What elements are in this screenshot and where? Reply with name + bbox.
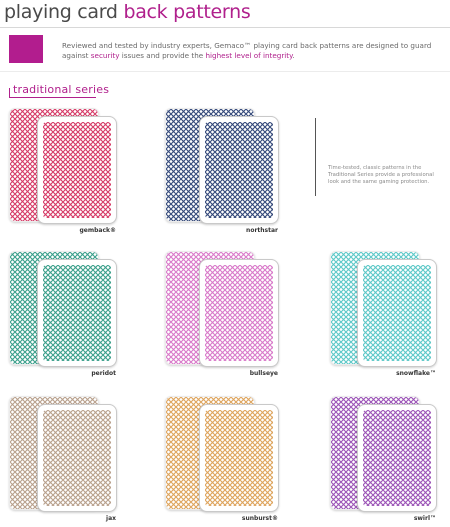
- intro-text-mid: issues and provide the: [121, 51, 204, 60]
- card-face-snowflake: [363, 265, 431, 361]
- intro-text-end: .: [292, 51, 295, 60]
- side-note: Time-tested, classic patterns in the Tra…: [328, 165, 434, 185]
- card-front-northstar: [199, 116, 279, 224]
- section-title: traditional series: [13, 83, 110, 96]
- card-pattern: [363, 265, 431, 361]
- card-label-northstar: northstar: [246, 227, 278, 234]
- card-face-northstar: [205, 122, 273, 218]
- card-label-bullseye: bullseye: [249, 370, 278, 377]
- section-bracket: [9, 88, 96, 98]
- card-face-bullseye: [205, 265, 273, 361]
- card-face-peridot: [43, 265, 111, 361]
- card-pattern: [205, 265, 273, 361]
- card-label-jax: jax: [106, 515, 116, 522]
- card-face-sunburst: [205, 410, 273, 506]
- card-pattern: [43, 410, 111, 506]
- header-divider: [0, 27, 450, 28]
- accent-swatch: [9, 35, 43, 63]
- intro-text-before: Reviewed and tested by industry experts,…: [62, 41, 432, 60]
- card-label-peridot: peridot: [91, 370, 116, 377]
- page-title: playing card back patterns: [4, 0, 251, 24]
- title-part-2: back patterns: [123, 1, 251, 23]
- card-face-swirl: [363, 410, 431, 506]
- card-face-jax: [43, 410, 111, 506]
- card-label-snowflake: snowflake™: [396, 370, 436, 377]
- card-pattern: [363, 410, 431, 506]
- card-pattern: [43, 122, 111, 218]
- card-front-swirl: [357, 404, 437, 512]
- side-note-divider: [315, 118, 316, 196]
- card-front-bullseye: [199, 259, 279, 367]
- card-front-sunburst: [199, 404, 279, 512]
- card-pattern: [205, 122, 273, 218]
- card-face-gemback: [43, 122, 111, 218]
- intro-highlight-security: security: [90, 51, 120, 60]
- card-pattern: [205, 410, 273, 506]
- card-label-sunburst: sunburst®: [241, 515, 278, 522]
- card-front-gemback: [37, 116, 117, 224]
- card-front-jax: [37, 404, 117, 512]
- title-part-1: playing card: [4, 1, 118, 23]
- card-front-snowflake: [357, 259, 437, 367]
- card-label-gemback: gemback®: [79, 227, 116, 234]
- card-label-swirl: swirl™: [413, 515, 436, 522]
- card-front-peridot: [37, 259, 117, 367]
- card-pattern: [43, 265, 111, 361]
- intro-paragraph: Reviewed and tested by industry experts,…: [62, 41, 442, 61]
- intro-highlight-integrity: highest level of integrity: [205, 51, 293, 60]
- intro-divider: [0, 71, 450, 72]
